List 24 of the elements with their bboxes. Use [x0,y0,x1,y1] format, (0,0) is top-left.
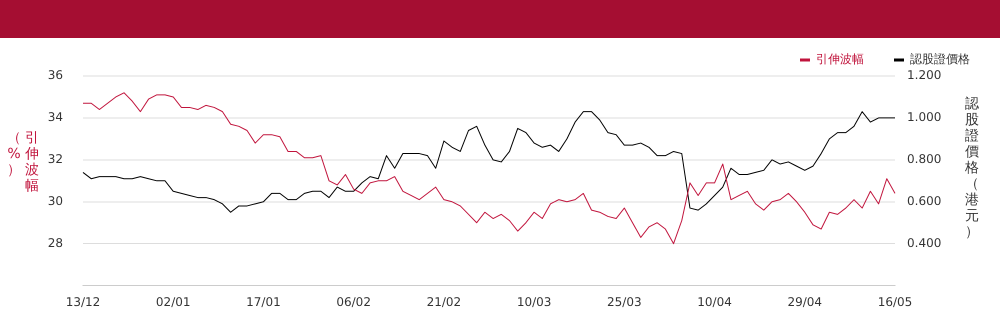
x-tick-label: 13/12 [66,294,100,309]
text: 認股證價格（港元） [965,96,979,240]
x-tick-label: 10/03 [516,294,552,309]
y-tick-label: 34 [48,110,63,124]
x-tick-label: 25/03 [607,294,642,309]
x-tick-label: 17/01 [246,294,281,309]
y-tick-label: 28 [48,236,63,250]
y2-tick-label: 0.400 [907,236,942,250]
x-tick-label: 29/04 [787,294,822,309]
y-tick-label: 30 [48,194,63,208]
x-tick-label: 16/05 [878,294,912,309]
x-tick-label: 21/02 [426,294,462,309]
x-tick-label: 02/01 [156,294,191,309]
x-tick-label: 06/02 [336,294,371,309]
y2-tick-label: 0.600 [907,194,942,208]
text: 引伸波幅（%） [7,130,39,194]
legend-label: 引伸波幅 [816,52,864,66]
y-tick-label: 32 [48,152,63,166]
y2-tick-label: 0.800 [907,152,942,166]
y2-tick-label: 1.200 [907,68,942,82]
y2-tick-label: 1.000 [907,110,942,124]
x-tick-label: 10/04 [697,294,732,309]
y-tick-label: 36 [48,68,63,82]
legend-label: 認股證價格 [910,52,970,66]
